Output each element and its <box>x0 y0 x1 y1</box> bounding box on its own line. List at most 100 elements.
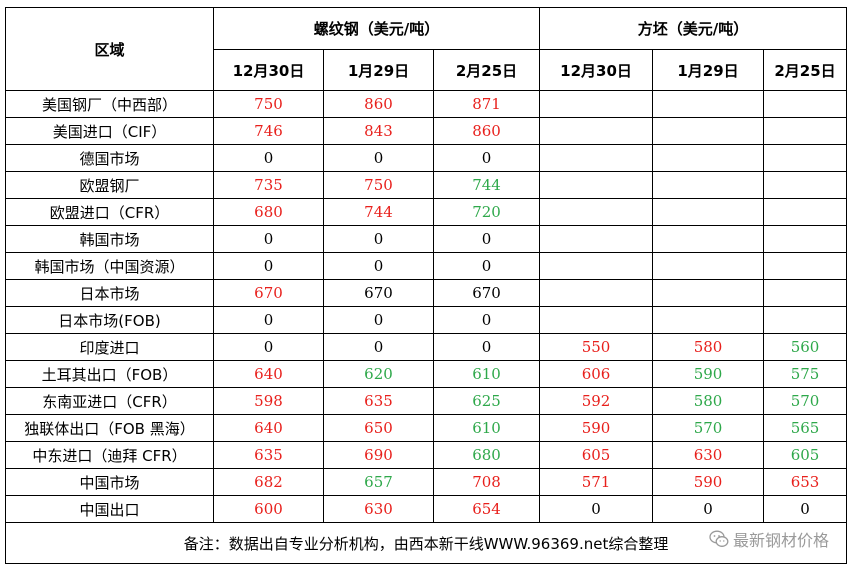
price-cell: 600 <box>213 495 324 523</box>
price-cell <box>652 171 765 199</box>
region-cell: 韩国市场（中国资源） <box>5 252 214 280</box>
table-row: 美国钢厂（中西部） 750 860 871 <box>5 90 848 118</box>
price-cell <box>539 306 654 334</box>
footer-row: 备注：数据出自专业分析机构，由西本新干线WWW.96369.net综合整理 <box>4 522 848 564</box>
price-cell: 653 <box>763 468 848 496</box>
price-cell: 0 <box>323 252 434 280</box>
price-cell: 620 <box>323 360 434 388</box>
table-row: 东南亚进口（CFR） 598 635 625 592 580 570 <box>5 387 848 415</box>
price-cell: 630 <box>323 495 434 523</box>
price-cell: 0 <box>323 306 434 334</box>
region-cell: 德国市场 <box>5 144 214 172</box>
price-cell <box>763 117 848 145</box>
region-cell: 美国钢厂（中西部） <box>5 90 214 118</box>
price-cell: 0 <box>323 144 434 172</box>
region-cell: 印度进口 <box>5 333 214 361</box>
price-cell: 708 <box>432 468 541 496</box>
price-cell: 650 <box>323 414 434 442</box>
date-header-rebar-jan29: 1月29日 <box>323 49 434 91</box>
table-row: 独联体出口（FOB 黑海） 640 650 610 590 570 565 <box>5 414 848 442</box>
price-cell: 680 <box>432 441 541 469</box>
price-cell: 750 <box>213 90 324 118</box>
price-cell: 592 <box>539 387 654 415</box>
price-cell: 0 <box>213 225 324 253</box>
price-cell: 0 <box>213 144 324 172</box>
price-cell: 720 <box>432 198 541 226</box>
price-cell: 605 <box>539 441 654 469</box>
price-cell: 610 <box>432 414 541 442</box>
wechat-icon <box>709 529 729 549</box>
price-cell <box>539 171 654 199</box>
price-cell <box>652 198 765 226</box>
price-cell: 630 <box>652 441 765 469</box>
price-cell <box>539 225 654 253</box>
table-row: 日本市场(FOB) 0 0 0 <box>5 306 848 334</box>
price-cell: 690 <box>323 441 434 469</box>
source-note: 备注：数据出自专业分析机构，由西本新干线WWW.96369.net综合整理 <box>183 534 669 553</box>
price-cell: 735 <box>213 171 324 199</box>
table-row: 土耳其出口（FOB） 640 620 610 606 590 575 <box>5 360 848 388</box>
price-cell: 590 <box>539 414 654 442</box>
price-cell: 580 <box>652 333 765 361</box>
rebar-group-header: 螺纹钢（美元/吨） <box>212 7 541 50</box>
price-cell: 0 <box>323 225 434 253</box>
price-cell: 0 <box>213 333 324 361</box>
price-cell: 670 <box>323 279 434 307</box>
price-cell: 0 <box>763 495 848 523</box>
region-cell: 东南亚进口（CFR） <box>5 387 214 415</box>
price-cell <box>652 144 765 172</box>
price-cell: 860 <box>432 117 541 145</box>
price-cell: 640 <box>213 414 324 442</box>
billet-group-header: 方坯（美元/吨） <box>539 7 848 50</box>
price-cell: 750 <box>323 171 434 199</box>
price-cell: 635 <box>323 387 434 415</box>
price-cell: 0 <box>213 252 324 280</box>
price-cell <box>652 252 765 280</box>
price-cell <box>539 198 654 226</box>
date-header-rebar-dec30: 12月30日 <box>213 49 324 91</box>
price-cell: 843 <box>323 117 434 145</box>
price-cell <box>539 279 654 307</box>
region-cell: 日本市场(FOB) <box>5 306 214 334</box>
region-cell: 中国出口 <box>5 495 214 523</box>
price-cell <box>652 279 765 307</box>
price-cell: 654 <box>432 495 541 523</box>
region-header: 区域 <box>5 7 214 91</box>
table-row: 中国出口 600 630 654 0 0 0 <box>5 495 848 523</box>
watermark: 最新钢材价格 <box>709 527 829 551</box>
footer-cell: 备注：数据出自专业分析机构，由西本新干线WWW.96369.net综合整理 <box>4 522 848 564</box>
price-cell: 598 <box>213 387 324 415</box>
price-cell <box>652 306 765 334</box>
table-row: 韩国市场（中国资源） 0 0 0 <box>5 252 848 280</box>
price-cell: 0 <box>539 495 654 523</box>
price-cell: 590 <box>652 468 765 496</box>
price-cell: 580 <box>652 387 765 415</box>
price-cell <box>652 90 765 118</box>
price-cell: 635 <box>213 441 324 469</box>
price-cell <box>539 90 654 118</box>
price-cell: 610 <box>432 360 541 388</box>
date-header-rebar-feb25: 2月25日 <box>432 49 541 91</box>
price-cell: 860 <box>323 90 434 118</box>
price-cell: 570 <box>763 387 848 415</box>
table-row: 中东进口（迪拜 CFR） 635 690 680 605 630 605 <box>5 441 848 469</box>
price-cell: 0 <box>652 495 765 523</box>
price-cell: 0 <box>432 252 541 280</box>
watermark-text: 最新钢材价格 <box>732 531 829 550</box>
price-cell: 625 <box>432 387 541 415</box>
region-cell: 中国市场 <box>5 468 214 496</box>
table-row: 美国进口（CIF） 746 843 860 <box>5 117 848 145</box>
price-cell: 746 <box>213 117 324 145</box>
region-cell: 中东进口（迪拜 CFR） <box>5 441 214 469</box>
price-cell <box>763 90 848 118</box>
price-cell: 570 <box>652 414 765 442</box>
price-cell: 550 <box>539 333 654 361</box>
table-row: 印度进口 0 0 0 550 580 560 <box>5 333 848 361</box>
price-cell: 744 <box>323 198 434 226</box>
price-cell: 605 <box>763 441 848 469</box>
table-row: 日本市场 670 670 670 <box>5 279 848 307</box>
price-cell: 565 <box>763 414 848 442</box>
region-cell: 日本市场 <box>5 279 214 307</box>
price-cell: 744 <box>432 171 541 199</box>
price-cell: 0 <box>432 333 541 361</box>
